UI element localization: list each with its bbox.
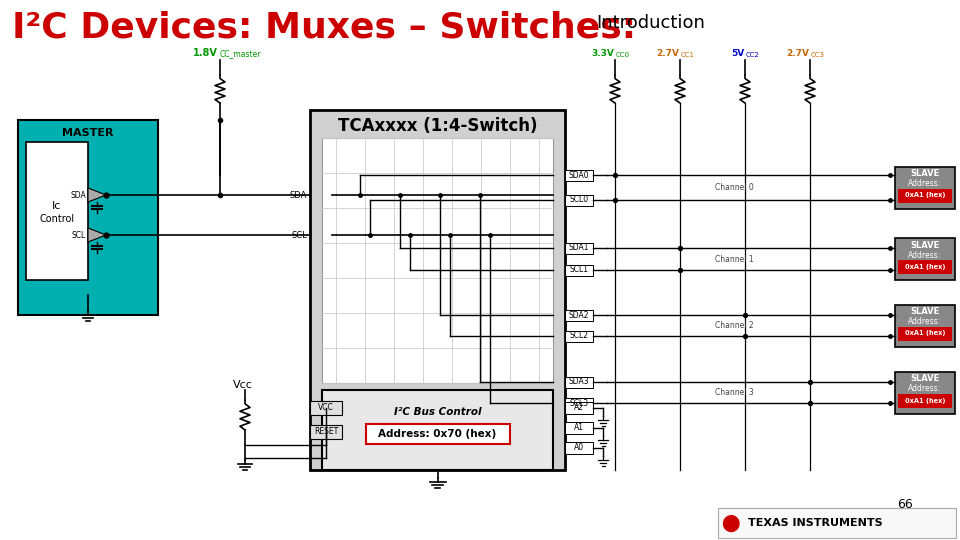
Bar xyxy=(366,424,510,444)
Text: SDA: SDA xyxy=(290,191,307,199)
Text: SDA1: SDA1 xyxy=(568,244,589,253)
Text: 0xA1 (hex): 0xA1 (hex) xyxy=(904,330,946,336)
Text: SLAVE: SLAVE xyxy=(910,374,940,383)
Bar xyxy=(895,372,955,414)
Text: Iᴄ: Iᴄ xyxy=(52,201,61,211)
Text: Address: 0x70 (hex): Address: 0x70 (hex) xyxy=(378,429,496,439)
Polygon shape xyxy=(88,228,106,242)
Text: Introduction: Introduction xyxy=(596,14,705,32)
Text: Channel 1: Channel 1 xyxy=(715,254,754,264)
Text: 0xA1 (hex): 0xA1 (hex) xyxy=(904,192,946,199)
Text: A0: A0 xyxy=(574,443,584,453)
Bar xyxy=(895,166,955,208)
Text: SCL0: SCL0 xyxy=(569,195,588,205)
Bar xyxy=(310,425,342,439)
Bar xyxy=(898,394,952,408)
Bar xyxy=(322,390,553,470)
Text: TCAxxxx (1:4-Switch): TCAxxxx (1:4-Switch) xyxy=(338,117,538,135)
Bar xyxy=(565,195,593,206)
Text: 2.7V: 2.7V xyxy=(656,49,679,58)
Polygon shape xyxy=(88,188,106,202)
Bar xyxy=(310,189,332,201)
Text: 5V: 5V xyxy=(731,49,744,58)
Text: I²C Devices: Muxes – Switches:: I²C Devices: Muxes – Switches: xyxy=(12,10,636,44)
Bar xyxy=(895,305,955,347)
Text: Vᴄᴄ: Vᴄᴄ xyxy=(233,380,252,390)
Text: 0xA1 (hex): 0xA1 (hex) xyxy=(904,264,946,270)
Text: SCL1: SCL1 xyxy=(569,266,588,274)
Text: TEXAS INSTRUMENTS: TEXAS INSTRUMENTS xyxy=(748,518,882,528)
Bar xyxy=(322,138,553,383)
Bar xyxy=(898,188,952,202)
Bar xyxy=(895,238,955,280)
Text: 66: 66 xyxy=(898,498,913,511)
Bar xyxy=(565,402,593,414)
Bar xyxy=(565,398,593,409)
Text: SCL3: SCL3 xyxy=(569,399,588,408)
Text: SLAVE: SLAVE xyxy=(910,240,940,249)
Bar xyxy=(565,331,593,342)
Text: Channel 2: Channel 2 xyxy=(715,321,754,330)
Text: Channel 3: Channel 3 xyxy=(715,388,754,397)
Bar xyxy=(565,265,593,276)
Bar xyxy=(565,243,593,254)
Text: SDA: SDA xyxy=(70,191,86,199)
Text: SDA0: SDA0 xyxy=(568,171,589,179)
Bar xyxy=(18,120,158,315)
Bar xyxy=(718,508,956,538)
Bar xyxy=(310,110,565,470)
Text: Address:: Address: xyxy=(908,251,942,260)
Text: Address:: Address: xyxy=(908,317,942,326)
Bar xyxy=(565,310,593,321)
Text: 2.7V: 2.7V xyxy=(786,49,809,58)
Text: RESET: RESET xyxy=(314,428,338,436)
Text: ⬤: ⬤ xyxy=(721,514,739,532)
Bar xyxy=(898,327,952,341)
Bar xyxy=(310,401,342,415)
Text: A2: A2 xyxy=(574,403,584,413)
Text: SCL: SCL xyxy=(72,231,86,240)
Bar xyxy=(898,260,952,274)
Bar xyxy=(565,442,593,454)
Bar xyxy=(310,229,332,241)
Text: SCL2: SCL2 xyxy=(569,332,588,341)
Text: Address:: Address: xyxy=(908,384,942,393)
Text: CC_master: CC_master xyxy=(220,49,261,58)
Text: 3.3V: 3.3V xyxy=(591,49,614,58)
Bar xyxy=(565,422,593,434)
Bar xyxy=(565,377,593,388)
Text: CC1: CC1 xyxy=(681,52,695,58)
Text: CC0: CC0 xyxy=(616,52,630,58)
Text: Address:: Address: xyxy=(908,179,942,188)
Text: CC2: CC2 xyxy=(746,52,760,58)
Text: I²C Bus Control: I²C Bus Control xyxy=(394,407,481,417)
Text: Control: Control xyxy=(39,214,75,224)
Text: Channel 0: Channel 0 xyxy=(715,183,754,192)
Text: SDA2: SDA2 xyxy=(568,310,589,320)
Text: 0xA1 (hex): 0xA1 (hex) xyxy=(904,397,946,403)
Text: A1: A1 xyxy=(574,423,584,433)
Text: SLAVE: SLAVE xyxy=(910,169,940,178)
Bar xyxy=(26,142,88,280)
Text: SLAVE: SLAVE xyxy=(910,307,940,316)
Text: SDA3: SDA3 xyxy=(568,377,589,387)
Text: VCC: VCC xyxy=(318,403,334,413)
Text: 1.8V: 1.8V xyxy=(193,48,218,58)
Text: SCL: SCL xyxy=(291,231,307,240)
Text: MASTER: MASTER xyxy=(62,128,113,138)
Bar xyxy=(565,170,593,181)
Text: CC3: CC3 xyxy=(811,52,825,58)
